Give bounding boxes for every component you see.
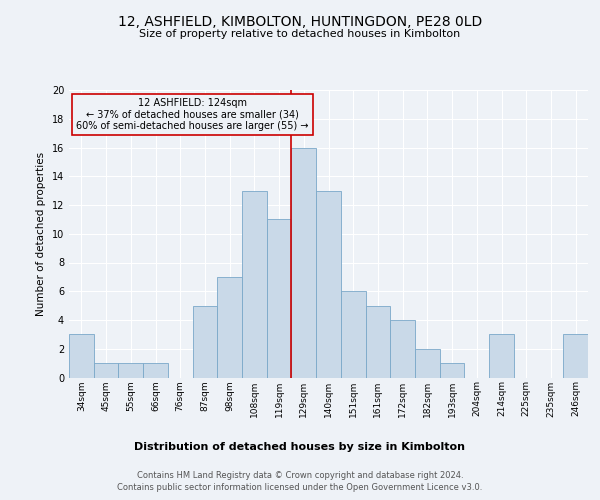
- Bar: [193, 306, 217, 378]
- Bar: [94, 363, 118, 378]
- Bar: [440, 363, 464, 378]
- Text: Size of property relative to detached houses in Kimbolton: Size of property relative to detached ho…: [139, 29, 461, 39]
- Bar: [341, 291, 365, 378]
- Bar: [267, 220, 292, 378]
- Bar: [242, 190, 267, 378]
- Bar: [292, 148, 316, 378]
- Bar: [489, 334, 514, 378]
- Bar: [316, 190, 341, 378]
- Text: 12 ASHFIELD: 124sqm
← 37% of detached houses are smaller (34)
60% of semi-detach: 12 ASHFIELD: 124sqm ← 37% of detached ho…: [76, 98, 309, 131]
- Bar: [415, 349, 440, 378]
- Bar: [563, 334, 588, 378]
- Bar: [118, 363, 143, 378]
- Bar: [69, 334, 94, 378]
- Text: Contains public sector information licensed under the Open Government Licence v3: Contains public sector information licen…: [118, 483, 482, 492]
- Y-axis label: Number of detached properties: Number of detached properties: [36, 152, 46, 316]
- Bar: [390, 320, 415, 378]
- Text: Distribution of detached houses by size in Kimbolton: Distribution of detached houses by size …: [134, 442, 466, 452]
- Bar: [143, 363, 168, 378]
- Text: Contains HM Land Registry data © Crown copyright and database right 2024.: Contains HM Land Registry data © Crown c…: [137, 471, 463, 480]
- Bar: [365, 306, 390, 378]
- Bar: [217, 277, 242, 378]
- Text: 12, ASHFIELD, KIMBOLTON, HUNTINGDON, PE28 0LD: 12, ASHFIELD, KIMBOLTON, HUNTINGDON, PE2…: [118, 15, 482, 29]
